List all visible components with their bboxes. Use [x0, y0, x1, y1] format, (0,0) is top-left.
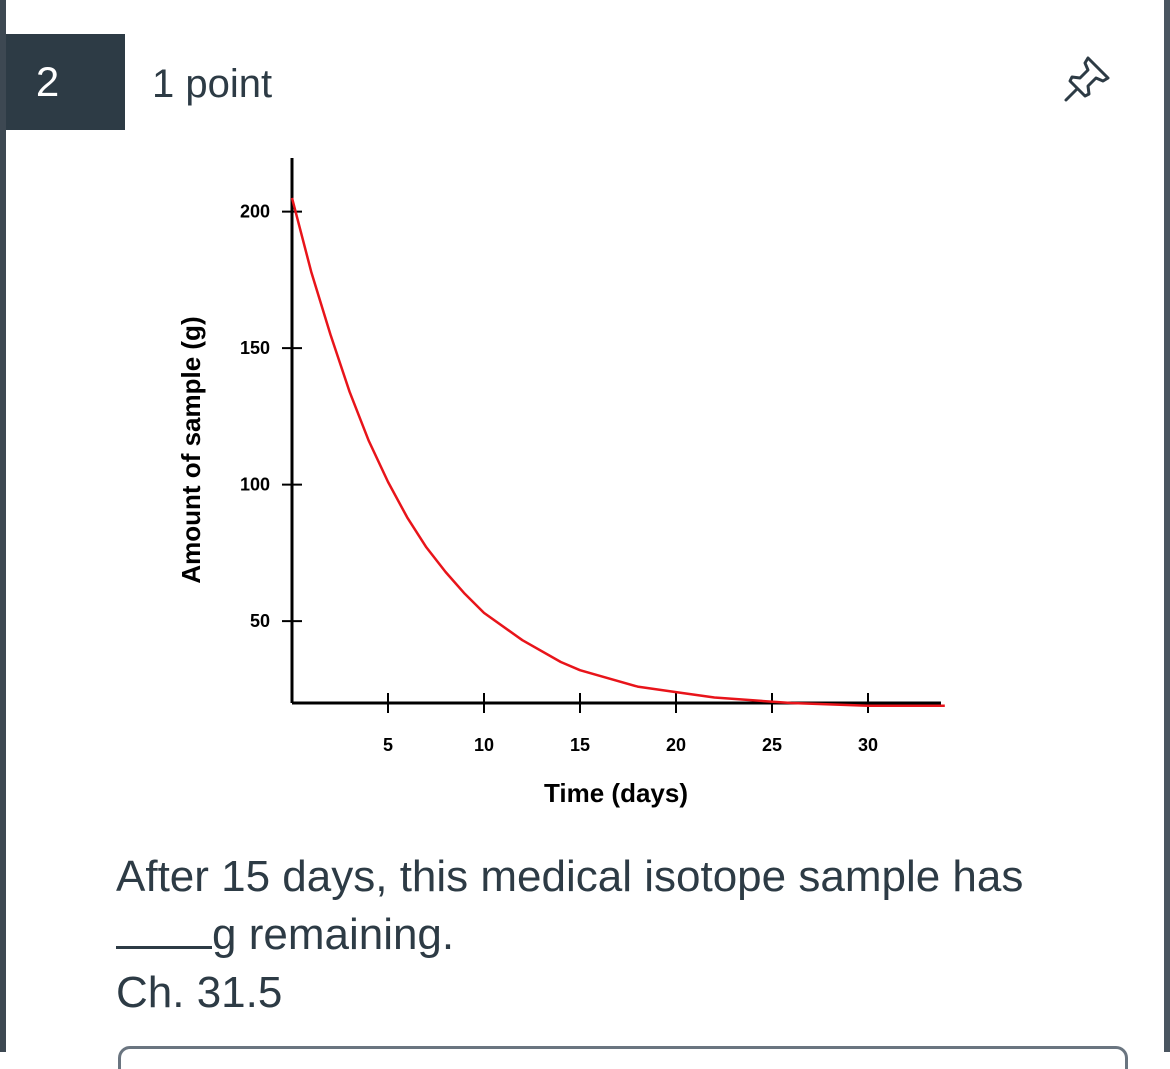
y-tick-label: 100: [240, 475, 270, 495]
question-line-3: Ch. 31.5: [116, 968, 283, 1017]
y-axis-label: Amount of sample (g): [176, 316, 206, 583]
question-line-2-text: g remaining.: [212, 910, 455, 959]
decay-chart: 5 10 15 20 25 30 50 100 150 200 Amount of sample …: [176, 158, 945, 808]
x-tick-label: 30: [858, 735, 878, 755]
x-tick-label: 25: [762, 735, 782, 755]
decay-curve: [290, 197, 945, 707]
question-number-badge: 2: [6, 34, 125, 130]
x-tick-label: 15: [570, 735, 590, 755]
right-border: [1164, 0, 1170, 1052]
x-tick-label: 10: [474, 735, 494, 755]
y-tick-label: 150: [240, 338, 270, 358]
y-tick-label: 200: [240, 202, 270, 222]
answer-blank: [116, 910, 212, 949]
question-points: 1 point: [152, 62, 273, 106]
x-tick-label: 20: [666, 735, 686, 755]
question-line-1: After 15 days, this medical isotope samp…: [116, 852, 1024, 901]
question-line-2: g remaining.: [116, 906, 1116, 964]
pin-icon[interactable]: [1058, 48, 1118, 108]
y-tick-label: 50: [250, 611, 270, 631]
x-axis-label: Time (days): [544, 778, 688, 808]
question-text: After 15 days, this medical isotope samp…: [116, 848, 1116, 1022]
answer-input-box[interactable]: [118, 1046, 1128, 1069]
left-border: [0, 0, 6, 1052]
question-number: 2: [35, 58, 60, 105]
x-tick-label: 5: [383, 735, 393, 755]
